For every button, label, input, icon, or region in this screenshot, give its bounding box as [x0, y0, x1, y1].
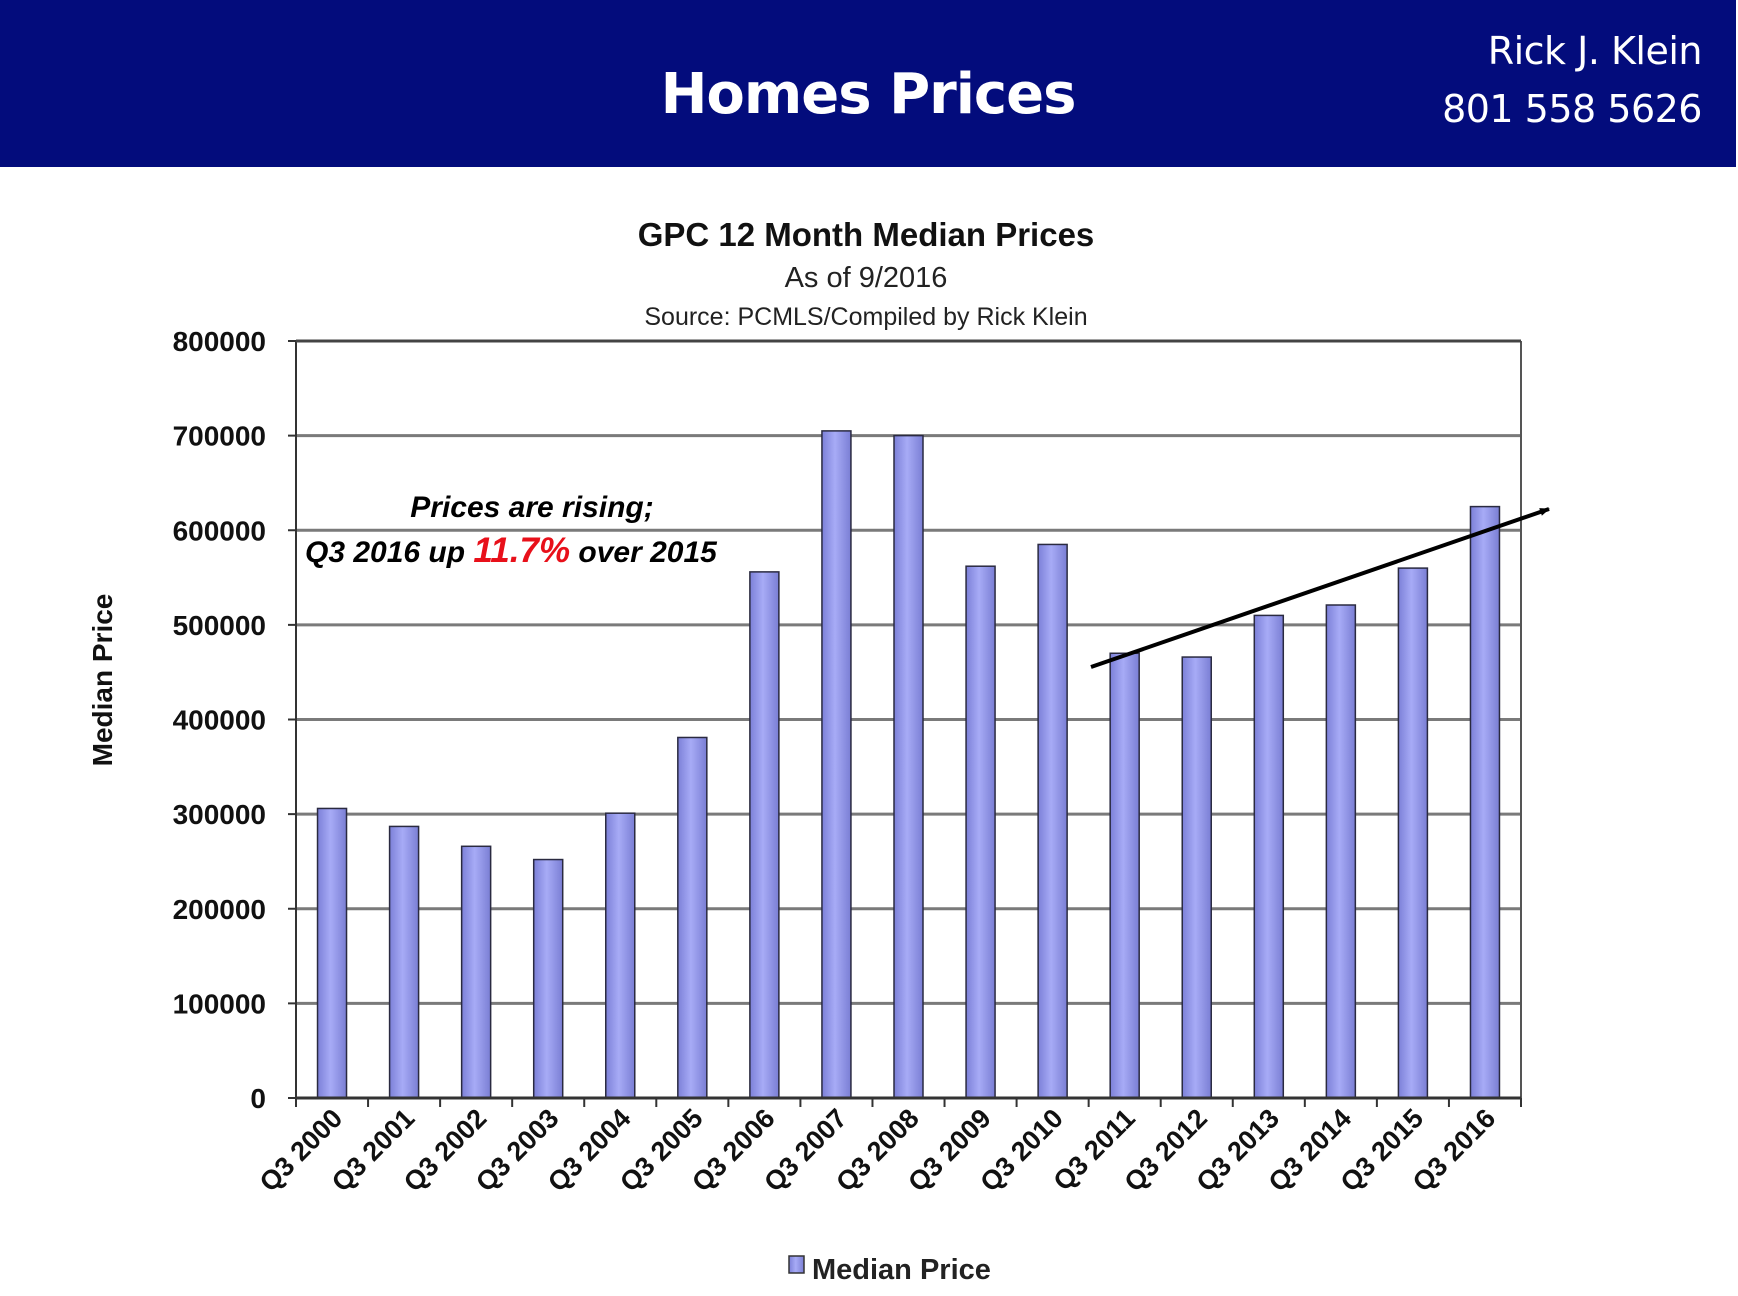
y-tick-label: 500000	[173, 610, 266, 641]
y-tick-label: 300000	[173, 799, 266, 830]
y-tick-label: 0	[250, 1083, 266, 1114]
bar	[605, 812, 636, 1099]
trend-arrow	[1090, 507, 1550, 669]
bar	[821, 430, 852, 1099]
bar	[893, 434, 924, 1099]
bar	[1037, 543, 1068, 1099]
chart-source: Source: PCMLS/Compiled by Rick Klein	[644, 303, 1087, 331]
bar	[1469, 505, 1501, 1099]
annotation-post: over 2015	[570, 536, 718, 569]
y-tick-label: 400000	[173, 705, 266, 736]
bar	[677, 736, 708, 1099]
y-tick-label: 700000	[173, 421, 266, 452]
chart-subtitle: As of 9/2016	[785, 262, 948, 294]
y-tick-label: 100000	[173, 988, 266, 1019]
page-title: Homes Prices	[660, 62, 1077, 127]
bar	[316, 807, 348, 1099]
bar	[965, 565, 996, 1099]
header-banner: Homes Prices Rick J. Klein 801 558 5626	[0, 0, 1736, 167]
contact-info: Rick J. Klein 801 558 5626	[1442, 22, 1702, 138]
y-tick-label: 600000	[173, 515, 266, 546]
y-axis-label: Median Price	[87, 594, 118, 767]
annotation-line2: Q3 2016 up 11.7% over 2015	[305, 531, 718, 570]
annotation: Prices are rising; Q3 2016 up 11.7% over…	[305, 491, 718, 570]
bar	[1325, 604, 1357, 1099]
y-tick-label: 200000	[173, 894, 266, 925]
legend-swatch	[788, 1255, 805, 1274]
annotation-pre: Q3 2016 up	[305, 536, 473, 569]
contact-name: Rick J. Klein	[1487, 29, 1703, 73]
annotation-highlight: 11.7%	[473, 531, 570, 570]
bar	[1397, 567, 1429, 1099]
bar	[1181, 656, 1212, 1099]
chart-title: GPC 12 Month Median Prices	[638, 216, 1095, 253]
contact-phone: 801 558 5626	[1442, 87, 1702, 131]
bar	[1253, 614, 1285, 1099]
bar	[532, 858, 564, 1099]
y-tick-label: 800000	[173, 326, 266, 357]
legend: Median Price	[788, 1254, 991, 1286]
legend-label: Median Price	[812, 1254, 991, 1286]
bar	[749, 571, 780, 1099]
bar	[388, 825, 420, 1099]
bar	[460, 845, 492, 1099]
annotation-line1: Prices are rising;	[410, 491, 653, 524]
bar	[1109, 652, 1140, 1099]
